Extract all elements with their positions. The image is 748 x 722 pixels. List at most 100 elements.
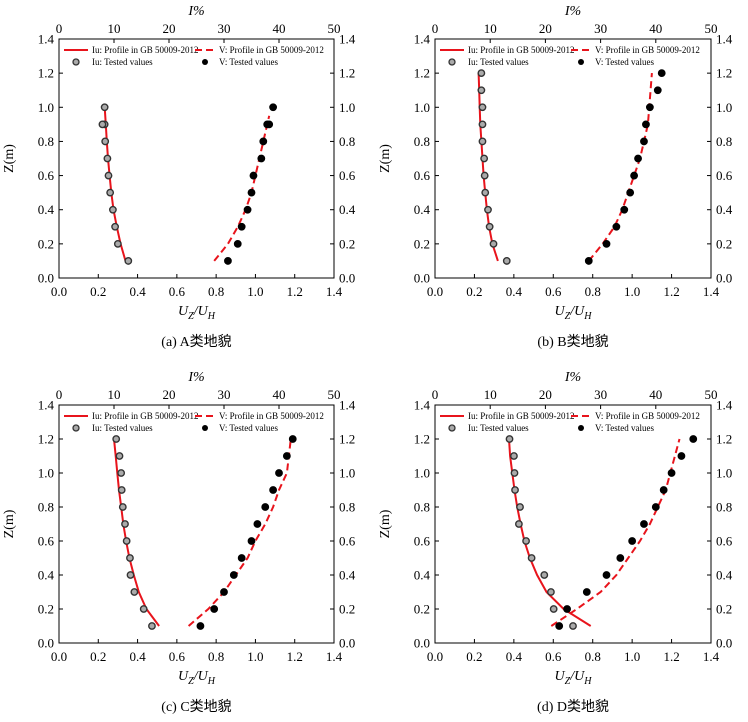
legend-iu-tested-label: Iu: Tested values	[468, 423, 529, 433]
x-tick-label: 0.0	[51, 649, 67, 664]
x2-tick-label: 20	[539, 21, 552, 36]
y-axis-label: Z(m)	[2, 144, 17, 173]
v-tested-point	[555, 622, 564, 630]
v-profile-line	[550, 438, 681, 627]
v-tested-point	[257, 154, 266, 163]
x2-tick-label: 30	[594, 387, 607, 402]
iu-tested-point	[109, 205, 117, 214]
v-tested-point	[259, 137, 268, 146]
x2-tick-label: 40	[649, 21, 662, 36]
iu-tested-point	[510, 469, 519, 477]
v-tested-point	[237, 222, 246, 231]
y-tick-label: 1.4	[38, 32, 55, 47]
iu-tested-point	[101, 137, 110, 146]
v-tested-point	[628, 537, 637, 545]
y-tick-label: 0.8	[38, 134, 54, 149]
v-tested-point	[265, 120, 274, 129]
legend-iu-tested-label: Iu: Tested values	[468, 57, 529, 67]
bottom-axis-label-part: Z	[565, 676, 571, 687]
bottom-axis-label-part: U	[555, 669, 566, 684]
y-tick-label: 1.2	[38, 66, 54, 81]
x2-tick-label: 30	[594, 21, 607, 36]
iu-tested-point	[505, 435, 514, 443]
panel-caption: (a) A类地貌	[161, 334, 231, 350]
chart-panel-a: 0.0 0.2 0.4 0.6 0.8 1.0 1.2 1.40 10 20 30 40 500.0 0.…	[2, 4, 356, 350]
y2-tick-label: 1.4	[339, 398, 356, 413]
x-tick-label: 0.4	[129, 284, 146, 299]
x-tick-label: 1.2	[663, 649, 679, 664]
legend-v-tested-swatch	[202, 425, 208, 431]
x-tick-label: 1.0	[624, 284, 640, 299]
x-tick-label: 1.0	[247, 284, 263, 299]
v-tested-point	[253, 520, 262, 528]
iu-tested-point	[481, 188, 490, 197]
panel-caption: (b) B类地貌	[537, 334, 608, 350]
x-tick-label: 0.2	[466, 649, 482, 664]
v-tested-point	[210, 605, 219, 613]
iu-tested-point	[522, 537, 530, 545]
legend-iu-tested-swatch	[448, 58, 456, 66]
v-tested-point	[584, 257, 593, 265]
x2-tick-label: 10	[108, 387, 121, 402]
bottom-axis-label-part: U	[178, 304, 189, 319]
y2-tick-label: 0.8	[716, 134, 732, 149]
y-tick-label: 1.4	[414, 398, 431, 413]
v-tested-point	[282, 452, 291, 460]
iu-tested-point	[480, 171, 489, 180]
y2-tick-label: 0.4	[716, 202, 733, 217]
plot-frame	[434, 404, 712, 644]
y2-tick-label: 1.4	[716, 398, 733, 413]
x-tick-label: 0.0	[51, 284, 67, 299]
legend-iu-profile-label: Iu: Profile in GB 50009-2012	[468, 45, 575, 55]
x2-tick-label: 40	[273, 387, 286, 402]
x2-tick-label: 40	[649, 387, 662, 402]
legend-v-profile-label: V: Profile in GB 50009-2012	[595, 411, 700, 421]
iu-tested-point	[510, 452, 518, 460]
v-tested-point	[626, 188, 635, 197]
bottom-axis-label-part: /	[193, 669, 199, 684]
v-tested-point	[634, 154, 642, 163]
iu-tested-point	[117, 486, 126, 494]
x2-tick-label: 10	[484, 21, 497, 36]
iu-tested-point	[502, 257, 511, 265]
y2-tick-label: 1.4	[339, 32, 356, 47]
x-tick-label: 1.0	[624, 649, 640, 664]
v-profile-line	[588, 73, 653, 262]
legend-v-profile-label: V: Profile in GB 50009-2012	[219, 45, 324, 55]
y-tick-label: 0.4	[414, 202, 431, 217]
y2-tick-label: 0.4	[339, 202, 356, 217]
y2-tick-label: 1.4	[716, 32, 733, 47]
y2-tick-label: 0.0	[716, 636, 732, 651]
y-tick-label: 0.4	[38, 568, 55, 583]
x-tick-label: 0.4	[129, 649, 146, 664]
x-tick-label: 0.8	[585, 649, 601, 664]
x-tick-label: 0.2	[466, 284, 482, 299]
legend-iu-tested-swatch	[72, 58, 80, 66]
top-axis-label: I%	[187, 370, 204, 385]
v-tested-point	[620, 205, 629, 214]
v-tested-point	[645, 103, 654, 112]
y2-tick-label: 0.6	[339, 168, 356, 183]
y2-tick-label: 1.0	[339, 466, 355, 481]
x2-tick-label: 50	[705, 387, 718, 402]
top-axis-label: I%	[187, 4, 204, 19]
v-tested-point	[612, 222, 621, 231]
bottom-axis-label-part: /	[569, 669, 575, 684]
legend-iu-profile-label: Iu: Profile in GB 50009-2012	[92, 411, 199, 421]
iu-tested-point	[485, 222, 494, 231]
legend-iu-tested-label: Iu: Tested values	[92, 423, 153, 433]
v-tested-point	[602, 571, 611, 579]
y-tick-label: 0.4	[38, 202, 55, 217]
v-tested-point	[233, 239, 242, 248]
x-tick-label: 1.2	[287, 284, 303, 299]
iu-tested-point	[148, 622, 156, 630]
iu-tested-point	[480, 154, 489, 163]
iu-tested-point	[511, 486, 519, 494]
v-tested-point	[602, 239, 611, 248]
y2-tick-label: 0.6	[716, 534, 733, 549]
bottom-axis-label: UZ/UH	[178, 669, 216, 687]
x2-tick-label: 30	[218, 387, 231, 402]
chart-panel-c: 0.0 0.2 0.4 0.6 0.8 1.0 1.2 1.40 10 20 30 40 500.0 0.…	[2, 370, 356, 715]
bottom-axis-label-part: Z	[188, 311, 194, 322]
iu-tested-point	[549, 605, 558, 613]
